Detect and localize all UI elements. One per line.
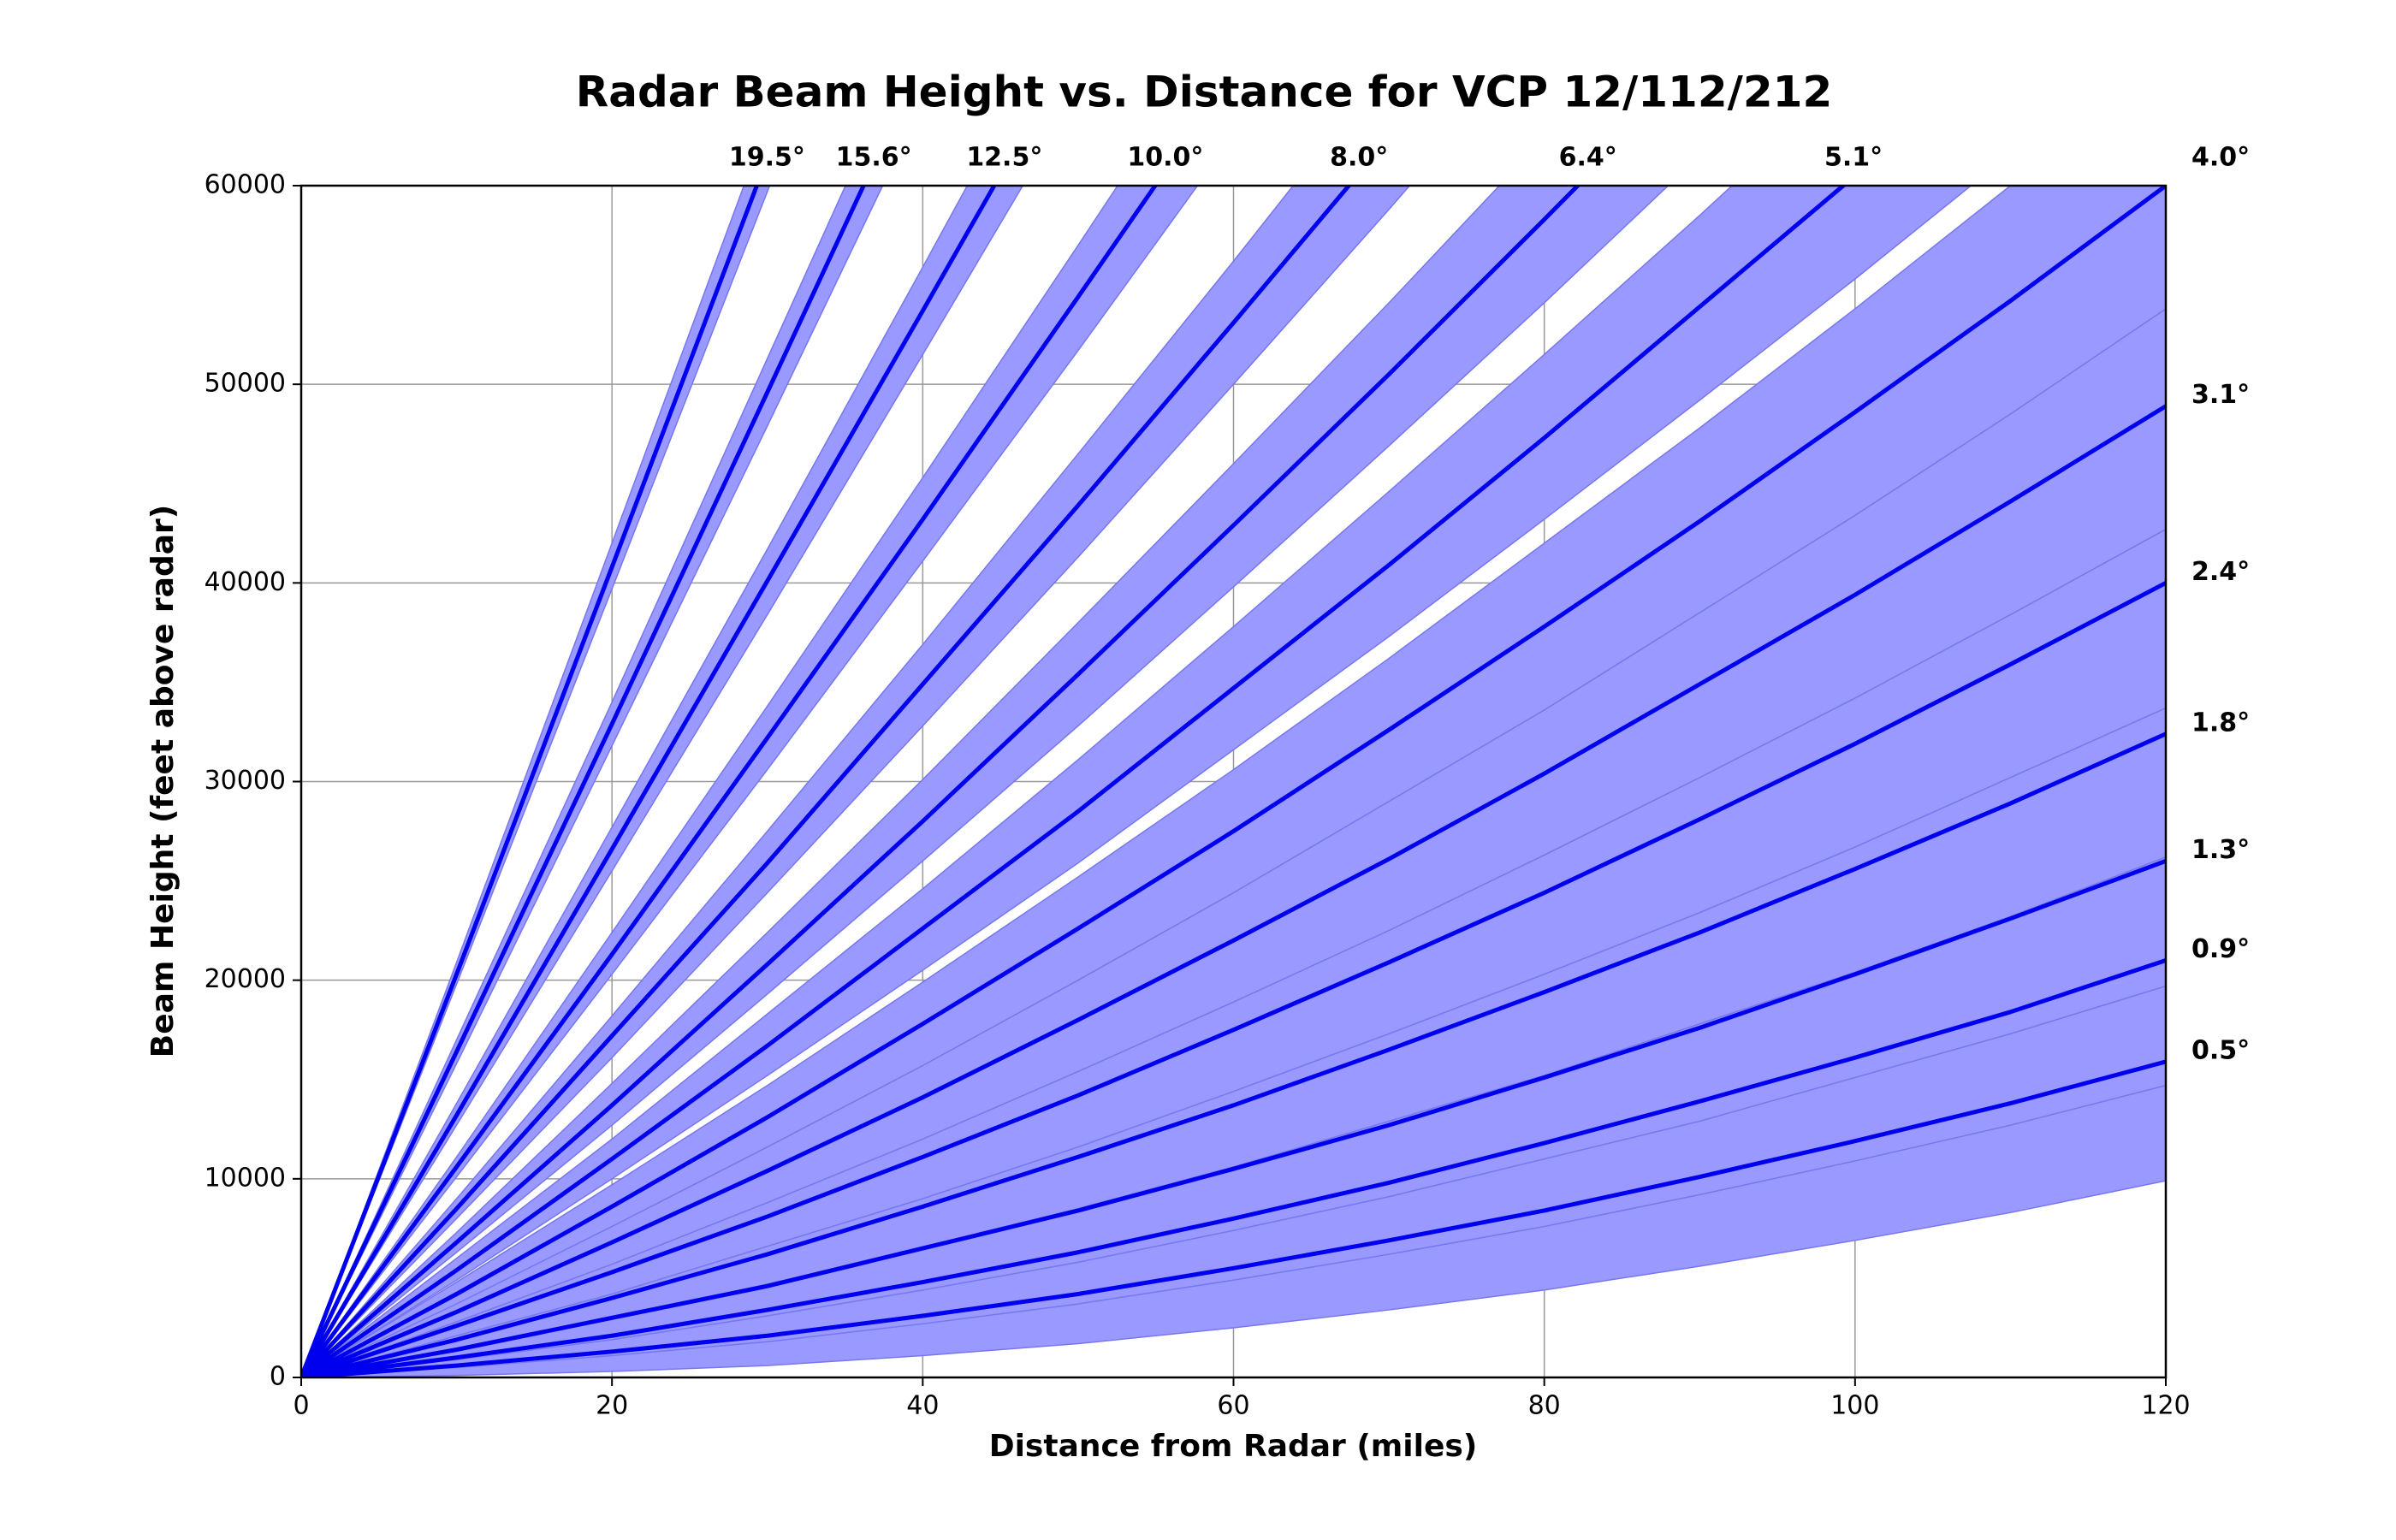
y-tick-label: 0 bbox=[270, 1362, 286, 1392]
beam-center-line bbox=[301, 186, 1581, 1377]
beam-center-line bbox=[301, 186, 1158, 1377]
series-label: 1.3° bbox=[2191, 835, 2250, 865]
beam-center-line bbox=[301, 732, 2166, 1377]
x-axis-label: Distance from Radar (miles) bbox=[989, 1429, 1478, 1464]
beam-center-line bbox=[301, 186, 1847, 1377]
series-label: 4.0° bbox=[2191, 143, 2250, 173]
x-tick-label: 100 bbox=[1830, 1391, 1879, 1421]
axes: 0 20 40 60 80 100 120 0 10000 20000 30000 40000 5000… bbox=[205, 143, 2251, 1421]
plot-frame bbox=[300, 184, 2168, 1379]
beam-band bbox=[301, 186, 2166, 1377]
series-label: 8.0° bbox=[1330, 143, 1388, 173]
x-tick-label: 120 bbox=[2141, 1391, 2190, 1421]
beam-center-line bbox=[301, 186, 760, 1377]
beam-band bbox=[301, 186, 1024, 1377]
beam-center-line bbox=[301, 581, 2166, 1377]
series-label: 1.8° bbox=[2191, 708, 2250, 737]
beam-center-line bbox=[301, 186, 2166, 1377]
beam-band bbox=[301, 186, 1411, 1377]
beam-center-line bbox=[301, 186, 997, 1377]
beam-center-line bbox=[301, 859, 2166, 1377]
x-tick-label: 60 bbox=[1217, 1391, 1249, 1421]
series-label: 19.5° bbox=[729, 143, 805, 173]
beam-center-line bbox=[301, 186, 1352, 1377]
beam-band bbox=[301, 186, 884, 1377]
y-tick-label: 40000 bbox=[205, 567, 286, 597]
series-label: 5.1° bbox=[1824, 143, 1883, 173]
x-tick-label: 20 bbox=[596, 1391, 628, 1421]
beam-center-line bbox=[301, 958, 2166, 1377]
series-label: 3.1° bbox=[2191, 380, 2250, 410]
series-label: 12.5° bbox=[966, 143, 1042, 173]
beam-center-line bbox=[301, 1059, 2166, 1377]
series-label: 6.4° bbox=[1559, 143, 1617, 173]
lines bbox=[301, 186, 2166, 1377]
y-tick-label: 20000 bbox=[205, 964, 286, 994]
y-axis-label: Beam Height (feet above radar) bbox=[145, 505, 181, 1057]
y-tick-label: 30000 bbox=[205, 766, 286, 796]
beam-center-line bbox=[301, 186, 866, 1377]
x-tick-label: 40 bbox=[906, 1391, 939, 1421]
series-label: 10.0° bbox=[1127, 143, 1203, 173]
series-label: 15.6° bbox=[836, 143, 912, 173]
x-tick-label: 0 bbox=[293, 1391, 309, 1421]
series-label: 2.4° bbox=[2191, 557, 2250, 587]
series-label: 0.5° bbox=[2191, 1035, 2250, 1065]
y-tick-label: 50000 bbox=[205, 369, 286, 399]
beam-band bbox=[301, 186, 771, 1377]
chart-title: Radar Beam Height vs. Distance for VCP 1… bbox=[576, 68, 1833, 117]
y-tick-label: 10000 bbox=[205, 1163, 286, 1193]
x-tick-label: 80 bbox=[1528, 1391, 1561, 1421]
beam-band bbox=[301, 186, 1199, 1377]
y-tick-label: 60000 bbox=[205, 170, 286, 200]
beam-center-line bbox=[301, 404, 2166, 1377]
series-label: 0.9° bbox=[2191, 934, 2250, 964]
